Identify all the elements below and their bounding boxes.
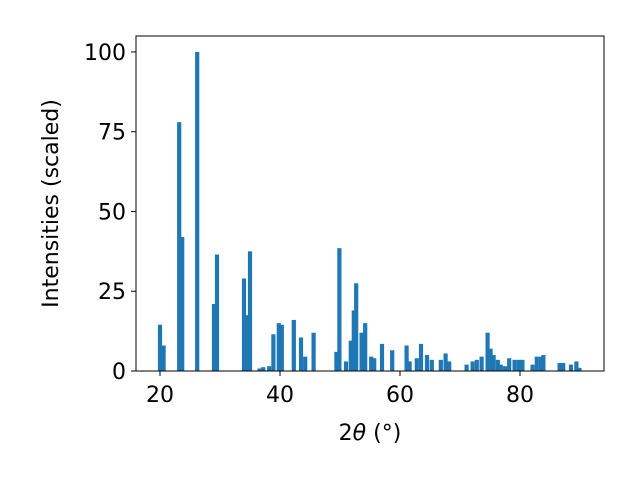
bar (498, 364, 503, 371)
bar (443, 353, 448, 371)
bar (574, 361, 579, 371)
bar (244, 315, 249, 371)
y-tick-label: 25 (98, 280, 126, 305)
bar (214, 254, 220, 371)
bar (534, 356, 539, 371)
bar (177, 122, 182, 371)
bar (261, 367, 266, 371)
x-tick-label: 60 (386, 383, 414, 408)
bar (379, 343, 385, 371)
y-tick-label: 0 (112, 360, 126, 385)
bar (372, 358, 377, 371)
bar (485, 332, 490, 371)
bar (369, 356, 374, 371)
bars-group (157, 51, 582, 371)
bar (404, 345, 409, 371)
bar (464, 364, 469, 371)
bar (491, 355, 496, 371)
bar (343, 361, 349, 371)
bar (359, 332, 364, 371)
bar (577, 367, 582, 371)
bar (276, 323, 281, 371)
bar (311, 332, 316, 371)
bar (211, 304, 217, 371)
bar (488, 348, 493, 371)
bar (271, 334, 276, 371)
bar (363, 323, 368, 371)
y-axis: 0 25 50 75 100 (84, 41, 136, 385)
bar (530, 364, 535, 371)
bar (512, 359, 517, 371)
x-label-theta: θ (353, 421, 367, 446)
bar (298, 337, 304, 371)
bar (561, 363, 566, 371)
bar (157, 324, 163, 371)
bar (241, 278, 247, 371)
bar (348, 340, 353, 371)
bar (438, 359, 443, 371)
bar (390, 350, 395, 371)
bar (351, 310, 356, 371)
y-tick-label: 100 (84, 41, 126, 66)
bar (257, 368, 262, 371)
bar (474, 359, 479, 371)
bar (538, 356, 544, 371)
y-tick-label: 75 (98, 121, 126, 146)
plot-frame (135, 35, 605, 372)
bar (424, 355, 430, 371)
bar (447, 361, 452, 371)
bar (334, 351, 339, 371)
bar (502, 366, 508, 371)
bar (568, 364, 574, 371)
bar (407, 361, 412, 371)
bar (429, 359, 434, 371)
bar (303, 356, 308, 371)
bar (520, 359, 525, 371)
bar (279, 324, 284, 371)
x-label-prefix: 2 (339, 421, 353, 446)
bar (418, 343, 424, 371)
bar (291, 319, 296, 371)
y-tick-label: 50 (98, 200, 126, 225)
bar (161, 345, 166, 371)
bar (470, 361, 475, 371)
x-axis: 20 40 60 80 (146, 371, 534, 408)
bar (195, 51, 200, 371)
bar (541, 355, 546, 371)
y-axis-label: Intensities (scaled) (39, 99, 64, 308)
x-tick-label: 80 (506, 383, 534, 408)
bar (516, 359, 521, 371)
bar (354, 283, 359, 371)
bar (247, 251, 253, 371)
bar (337, 248, 342, 371)
bar (180, 237, 185, 371)
bar (414, 358, 419, 371)
bar (507, 358, 512, 371)
bar (495, 359, 500, 371)
x-label-suffix: (°) (366, 421, 401, 446)
x-tick-label: 40 (266, 383, 294, 408)
x-tick-label: 20 (146, 383, 174, 408)
x-axis-label: 2θ (°) (339, 421, 402, 446)
bar (479, 356, 484, 371)
bar (267, 366, 272, 371)
bar (557, 363, 562, 371)
